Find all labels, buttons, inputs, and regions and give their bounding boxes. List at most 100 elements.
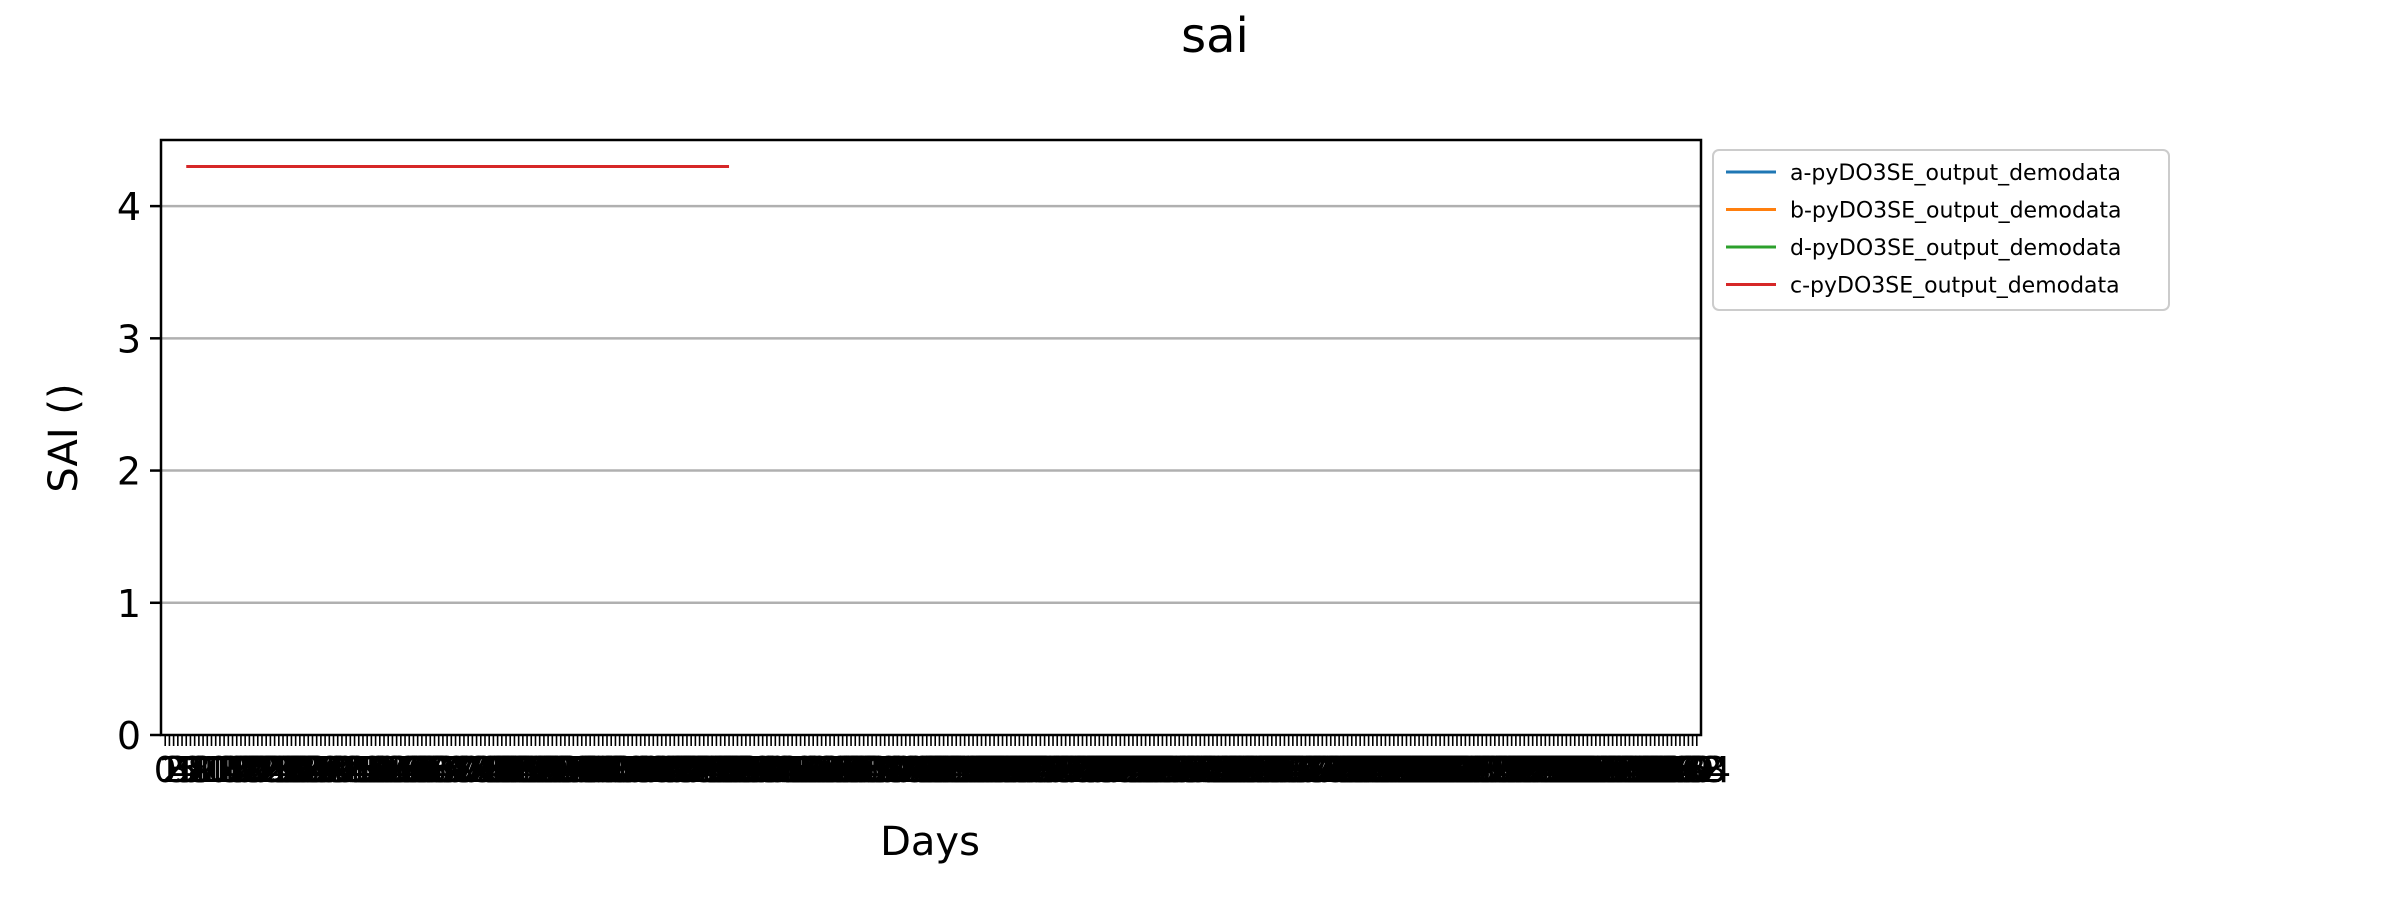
x-tick-label: 155 <box>783 750 852 791</box>
x-tick-label: 27 <box>256 750 302 791</box>
x-tick-label: 150 <box>762 750 831 791</box>
x-tick-label: 350 <box>1604 750 1673 791</box>
x-tick-label: 257 <box>1212 750 1281 791</box>
x-tick-label: 199 <box>968 750 1037 791</box>
x-tick-label: 357 <box>1633 750 1702 791</box>
x-tick-label: 227 <box>1086 750 1155 791</box>
legend-label-1: b-pyDO3SE_output_demodata <box>1790 199 2122 224</box>
x-tick-label: 97 <box>550 750 596 791</box>
x-tick-label: 175 <box>867 750 936 791</box>
x-tick-label: 275 <box>1288 750 1357 791</box>
x-tick-label: 68 <box>428 750 474 791</box>
x-tick-label: 162 <box>812 750 881 791</box>
x-tick-label: 37 <box>298 750 344 791</box>
x-tick-label: 333 <box>1532 750 1601 791</box>
x-tick-label: 119 <box>632 750 701 791</box>
x-tick-label: 1 <box>158 750 181 791</box>
x-tick-label: 280 <box>1309 750 1378 791</box>
x-tick-label: 236 <box>1124 750 1193 791</box>
x-tick-label: 273 <box>1280 750 1349 791</box>
x-tick-label: 320 <box>1477 750 1546 791</box>
x-tick-label: 48 <box>344 750 390 791</box>
x-tick-label: 287 <box>1338 750 1407 791</box>
x-tick-label: 217 <box>1044 750 1113 791</box>
x-tick-label: 279 <box>1305 750 1374 791</box>
x-tick-label: 128 <box>669 750 738 791</box>
x-tick-label: 77 <box>466 750 512 791</box>
x-tick-label: 209 <box>1010 750 1079 791</box>
x-tick-label: 189 <box>926 750 995 791</box>
x-tick-label: 337 <box>1549 750 1618 791</box>
x-tick-label: 195 <box>951 750 1020 791</box>
x-tick-label: 123 <box>648 750 717 791</box>
x-tick-label: 363 <box>1658 750 1727 791</box>
x-tick-label: 28 <box>260 750 306 791</box>
x-tick-label: 187 <box>918 750 987 791</box>
x-tick-label: 114 <box>611 750 680 791</box>
x-tick-label: 16 <box>210 750 256 791</box>
x-tick-label: 207 <box>1002 750 1071 791</box>
y-axis-ticks: 0 1 2 3 4 <box>117 185 161 758</box>
x-tick-label: 6 <box>179 750 202 791</box>
x-tick-label: 194 <box>947 750 1016 791</box>
x-tick-label: 335 <box>1540 750 1609 791</box>
x-tick-label: 233 <box>1111 750 1180 791</box>
x-tick-label: 42 <box>319 750 365 791</box>
x-tick-label: 183 <box>901 750 970 791</box>
x-tick-label: 71 <box>441 750 487 791</box>
x-tick-label: 32 <box>277 750 323 791</box>
x-tick-label: 215 <box>1035 750 1104 791</box>
x-tick-label: 276 <box>1292 750 1361 791</box>
x-tick-label: 212 <box>1023 750 1092 791</box>
x-tick-label: 29 <box>264 750 310 791</box>
x-tick-label: 173 <box>859 750 928 791</box>
x-tick-label: 247 <box>1170 750 1239 791</box>
x-tick-label: 101 <box>556 750 625 791</box>
x-tick-label: 168 <box>838 750 907 791</box>
x-tick-label: 106 <box>577 750 646 791</box>
x-tick-label: 313 <box>1448 750 1517 791</box>
x-tick-label: 45 <box>332 750 378 791</box>
x-tick-label: 96 <box>546 750 592 791</box>
plot-area-frame <box>159 138 1703 737</box>
x-tick-label: 298 <box>1385 750 1454 791</box>
x-tick-label: 70 <box>437 750 483 791</box>
x-tick-label: 98 <box>555 750 601 791</box>
x-tick-label: 329 <box>1515 750 1584 791</box>
x-tick-label: 210 <box>1014 750 1083 791</box>
x-tick-label: 339 <box>1557 750 1626 791</box>
x-tick-label: 87 <box>508 750 554 791</box>
x-tick-label: 235 <box>1120 750 1189 791</box>
x-tick-label: 136 <box>703 750 772 791</box>
x-tick-label: 44 <box>327 750 373 791</box>
x-tick-label: 300 <box>1393 750 1462 791</box>
x-tick-label: 286 <box>1334 750 1403 791</box>
x-tick-label: 241 <box>1145 750 1214 791</box>
x-tick-label: 319 <box>1473 750 1542 791</box>
x-tick-label: 26 <box>252 750 298 791</box>
x-tick-label: 41 <box>315 750 361 791</box>
x-tick-label: 255 <box>1204 750 1273 791</box>
x-tick-label: 92 <box>529 750 575 791</box>
x-tick-label: 234 <box>1115 750 1184 791</box>
x-tick-label: 180 <box>888 750 957 791</box>
x-tick-label: 3 <box>166 750 189 791</box>
x-tick-label: 283 <box>1322 750 1391 791</box>
x-tick-label: 297 <box>1381 750 1450 791</box>
legend: a-pyDO3SE_output_demodata b-pyDO3SE_outpu… <box>1712 149 2170 311</box>
x-tick-label: 158 <box>796 750 865 791</box>
x-tick-label: 19 <box>222 750 268 791</box>
x-tick-label: 86 <box>504 750 550 791</box>
x-axis-ticks: 0123456789101112131415161718192021222324… <box>154 735 1731 791</box>
y-tick-label: 2 <box>117 450 141 494</box>
x-tick-marks <box>164 735 1698 746</box>
x-tick-label: 2 <box>162 750 185 791</box>
x-tick-label: 218 <box>1048 750 1117 791</box>
x-tick-label: 204 <box>989 750 1058 791</box>
x-tick-label: 156 <box>787 750 856 791</box>
x-tick-label: 321 <box>1482 750 1551 791</box>
x-tick-label: 225 <box>1078 750 1147 791</box>
x-tick-label: 112 <box>602 750 671 791</box>
x-tick-label: 336 <box>1545 750 1614 791</box>
